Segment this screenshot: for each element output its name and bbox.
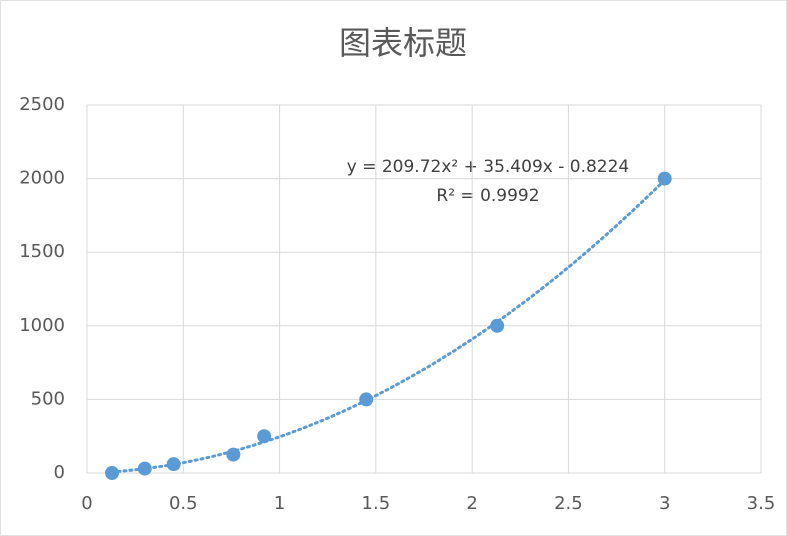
trendline xyxy=(110,178,667,474)
y-tick-label: 2500 xyxy=(19,94,65,115)
point xyxy=(657,171,672,186)
trendline-r-squared: R² = 0.9992 xyxy=(436,186,539,206)
x-tick-label: 0.5 xyxy=(169,493,198,514)
chart-title: 图表标题 xyxy=(339,24,467,62)
trendline-equation: y = 209.72x² + 35.409x - 0.8224 xyxy=(347,157,630,177)
point xyxy=(490,318,505,333)
x-tick-label: 1.5 xyxy=(362,493,391,514)
y-tick-label: 1000 xyxy=(19,315,65,336)
y-tick-label: 1500 xyxy=(19,241,65,262)
x-tick-label: 3 xyxy=(659,493,670,514)
point xyxy=(257,429,272,444)
point xyxy=(137,461,152,476)
point xyxy=(166,457,181,472)
point xyxy=(226,447,241,462)
y-tick-label: 2000 xyxy=(19,168,65,189)
point xyxy=(105,466,120,480)
x-tick-label: 0 xyxy=(81,493,92,514)
point xyxy=(359,392,374,407)
x-tick-label: 1 xyxy=(274,493,285,514)
x-tick-label: 2.5 xyxy=(554,493,583,514)
x-tick-label: 3.5 xyxy=(747,493,776,514)
y-tick-label: 0 xyxy=(54,462,65,483)
x-tick-label: 2 xyxy=(466,493,477,514)
y-tick-label: 500 xyxy=(31,388,65,409)
